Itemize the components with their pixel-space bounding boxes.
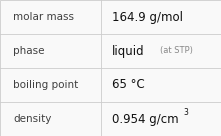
Text: 65 °C: 65 °C	[112, 78, 144, 92]
Text: 3: 3	[183, 108, 188, 117]
Text: density: density	[13, 114, 52, 124]
Text: phase: phase	[13, 46, 45, 56]
Text: liquid: liquid	[112, 44, 144, 58]
Text: boiling point: boiling point	[13, 80, 78, 90]
Text: molar mass: molar mass	[13, 12, 74, 22]
Text: 164.9 g/mol: 164.9 g/mol	[112, 10, 183, 24]
Text: 0.954 g/cm: 0.954 g/cm	[112, 112, 178, 126]
Text: (at STP): (at STP)	[160, 47, 193, 55]
